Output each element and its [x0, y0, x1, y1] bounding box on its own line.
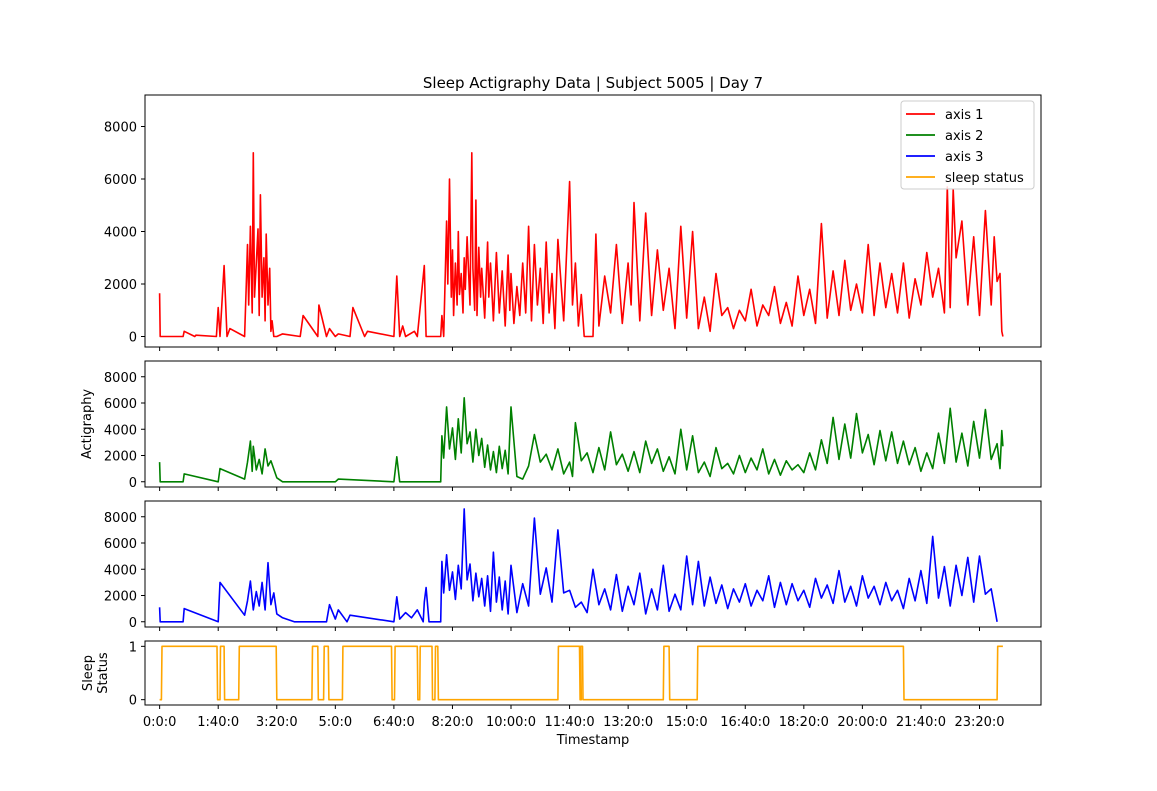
series-line-axis1 — [158, 152, 1004, 338]
y-tick-label: 1 — [129, 640, 137, 655]
x-tick-label: 0:0:0 — [143, 715, 177, 730]
legend-entry: axis 3 — [945, 150, 983, 165]
y-tick-label: 2000 — [104, 278, 137, 293]
y-tick-label: 0 — [129, 476, 137, 491]
x-tick-label: 15:0:0 — [666, 715, 708, 730]
x-tick-label: 1:40:0 — [197, 715, 239, 730]
x-tick-label: 16:40:0 — [720, 715, 770, 730]
y-axis-label-axis2: Actigraphy — [80, 389, 95, 460]
y-tick-label: 4000 — [104, 563, 137, 578]
legend-frame — [900, 100, 1035, 190]
legend-entry: axis 1 — [945, 108, 983, 123]
panel-sleep: 0 1 SleepStatus — [81, 640, 1042, 709]
y-tick-label: 2000 — [104, 450, 137, 465]
panel-frame-axis2 — [144, 360, 1042, 488]
panel-frame-sleep — [144, 640, 1042, 706]
panel-axis3: 0 2000 4000 6000 8000 — [104, 500, 1042, 631]
y-tick-label: 2000 — [104, 590, 137, 605]
series-line-axis3 — [158, 508, 998, 623]
y-axis-label-sleep: SleepStatus — [81, 652, 111, 694]
y-tick-label: 4000 — [104, 423, 137, 438]
y-tick-label: 8000 — [104, 511, 137, 526]
panel-frame-axis3 — [144, 500, 1042, 628]
y-tick-label: 6000 — [104, 397, 137, 412]
y-tick-label: 8000 — [104, 371, 137, 386]
x-axis-label: Timestamp — [556, 733, 630, 748]
panel-axis2: 0 2000 4000 6000 8000 Actigraphy — [80, 360, 1042, 491]
y-tick-label: 8000 — [104, 121, 137, 136]
y-tick-label: 0 — [129, 694, 137, 709]
y-tick-label: 0 — [129, 616, 137, 631]
x-axis: 0:0:0 1:40:0 3:20:0 5:0:0 6:40:0 8:20:0 10:00:… — [143, 715, 1005, 730]
x-tick-label: 3:20:0 — [256, 715, 298, 730]
x-tick-label: 10:00:0 — [486, 715, 536, 730]
series-line-sleep — [159, 645, 1003, 701]
x-tick-label: 20:00:0 — [837, 715, 887, 730]
legend: axis 1 axis 2 axis 3 sleep status — [900, 100, 1035, 190]
y-tick-label: 6000 — [104, 537, 137, 552]
legend-entry: sleep status — [945, 171, 1024, 186]
x-tick-label: 23:20:0 — [954, 715, 1004, 730]
panel-frame-axis1 — [144, 94, 1042, 348]
x-tick-label: 8:20:0 — [432, 715, 474, 730]
chart-title: Sleep Actigraphy Data | Subject 5005 | D… — [423, 74, 763, 92]
x-tick-label: 5:0:0 — [319, 715, 353, 730]
x-tick-label: 6:40:0 — [373, 715, 415, 730]
legend-entry: axis 2 — [945, 129, 983, 144]
panel-axis1: 0 2000 4000 6000 8000 — [104, 94, 1042, 351]
y-tick-label: 4000 — [104, 226, 137, 241]
x-tick-label: 18:20:0 — [779, 715, 829, 730]
chart-panels: 0 2000 4000 6000 8000 0 2000 4000 6000 8000 Actigr… — [80, 94, 1042, 709]
x-tick-label: 21:40:0 — [896, 715, 946, 730]
y-tick-label: 6000 — [104, 173, 137, 188]
y-tick-label: 0 — [129, 331, 137, 346]
series-line-axis2 — [158, 397, 1004, 483]
x-tick-label: 13:20:0 — [603, 715, 653, 730]
x-tick-label: 11:40:0 — [545, 715, 595, 730]
